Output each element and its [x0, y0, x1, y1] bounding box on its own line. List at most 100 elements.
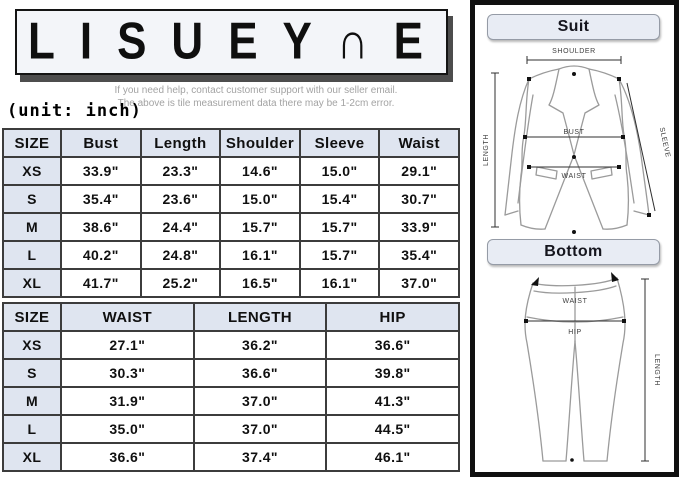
- brand-logo-box: LISUEY∩E: [15, 9, 448, 75]
- measurement-cell: 36.6": [60, 442, 195, 472]
- measurement-cell: 35.4": [60, 184, 142, 214]
- measurement-cell: 14.6": [219, 156, 301, 186]
- waist-arrow-left: [531, 277, 539, 286]
- column-header: Waist: [378, 128, 460, 158]
- help-text: If you need help, contact customer suppo…: [72, 84, 440, 110]
- sleeve-measure-line: [626, 82, 656, 212]
- measurement-cell: 33.9": [378, 212, 460, 242]
- measurement-diagram-panel: Suit SHOULDER: [470, 0, 679, 477]
- table-row: M 31.9" 37.0" 41.3": [2, 386, 460, 416]
- size-cell: L: [2, 240, 62, 270]
- measurement-cell: 30.3": [60, 358, 195, 388]
- measurement-cell: 37.0": [378, 268, 460, 298]
- pants-outline: [524, 277, 626, 462]
- measurement-cell: 23.3": [139, 156, 222, 186]
- measurement-cell: 16.1": [219, 240, 301, 270]
- measurement-cell: 41.3": [325, 386, 460, 416]
- help-line-1: If you need help, contact customer suppo…: [114, 85, 398, 96]
- suit-diagram-title: Suit: [487, 14, 660, 40]
- table-row: XS 33.9" 23.3" 14.6" 15.0" 29.1": [2, 156, 460, 186]
- table-row: XS 27.1" 36.2" 36.6": [2, 330, 460, 360]
- measurement-cell: 36.2": [192, 330, 328, 360]
- bust-marker-left: [523, 135, 527, 139]
- measurement-cell: 16.5": [219, 268, 301, 298]
- measurement-cell: 40.2": [60, 240, 142, 270]
- hem-marker-dot: [572, 230, 576, 234]
- suit-title-label: Suit: [557, 18, 590, 35]
- measurement-cell: 15.4": [298, 184, 381, 214]
- size-cell: S: [2, 184, 62, 214]
- cuff-marker: [647, 213, 651, 217]
- size-cell: XS: [2, 156, 62, 186]
- measurement-cell: 37.4": [192, 442, 328, 472]
- measurement-cell: 35.0": [60, 414, 195, 444]
- column-header: Sleeve: [298, 128, 381, 158]
- measurement-cell: 24.8": [139, 240, 222, 270]
- measurement-cell: 41.7": [60, 268, 142, 298]
- column-header: SIZE: [2, 128, 62, 158]
- measurement-cell: 23.6": [139, 184, 222, 214]
- bottom-hip-label: HIP: [568, 329, 581, 336]
- unit-label: (unit: inch): [7, 101, 142, 121]
- measurement-cell: 44.5": [325, 414, 460, 444]
- suit-waist-label: WAIST: [562, 173, 587, 180]
- hem-dot: [570, 458, 574, 462]
- column-header: Shoulder: [219, 128, 301, 158]
- brand-logo-text: LISUEY∩E: [27, 12, 449, 71]
- measurement-cell: 37.0": [192, 386, 328, 416]
- bottom-length-label: LENGTH: [653, 354, 660, 386]
- button-dot: [572, 155, 576, 159]
- pants-length-measure-line: [641, 278, 649, 462]
- bottom-diagram-title: Bottom: [487, 239, 660, 265]
- measurement-cell: 25.2": [139, 268, 222, 298]
- hip-marker-left: [524, 319, 528, 323]
- table-row: S 30.3" 36.6" 39.8": [2, 358, 460, 388]
- size-cell: M: [2, 212, 62, 242]
- table-row: L 40.2" 24.8" 16.1" 15.7" 35.4": [2, 240, 460, 270]
- waist-arrow-right: [611, 272, 619, 282]
- measurement-cell: 39.8": [325, 358, 460, 388]
- size-cell: XL: [2, 442, 62, 472]
- column-header: SIZE: [2, 302, 62, 332]
- header-row: SIZE WAIST LENGTH HIP: [2, 302, 460, 332]
- measurement-cell: 38.6": [60, 212, 142, 242]
- waist-marker-right: [617, 165, 621, 169]
- measurement-cell: 36.6": [192, 358, 328, 388]
- measurement-cell: 15.7": [219, 212, 301, 242]
- suit-bust-label: BUST: [563, 129, 584, 136]
- suit-size-table: SIZE Bust Length Shoulder Sleeve Waist XS 33.9"…: [2, 128, 460, 298]
- size-cell: XL: [2, 268, 62, 298]
- size-cell: S: [2, 358, 62, 388]
- size-cell: M: [2, 386, 62, 416]
- column-header: HIP: [325, 302, 460, 332]
- measurement-cell: 15.7": [298, 240, 381, 270]
- measurement-cell: 15.0": [219, 184, 301, 214]
- jacket-outline: [504, 65, 650, 230]
- suit-diagram: SHOULDER: [483, 48, 671, 234]
- bust-marker-right: [621, 135, 625, 139]
- measurement-cell: 31.9": [60, 386, 195, 416]
- measurement-cell: 15.0": [298, 156, 381, 186]
- table-row: XL 36.6" 37.4" 46.1": [2, 442, 460, 472]
- column-header: Length: [139, 128, 222, 158]
- measurement-cell: 29.1": [378, 156, 460, 186]
- left-shoulder-marker: [527, 77, 531, 81]
- measurement-cell: 36.6": [325, 330, 460, 360]
- waist-marker-left: [527, 165, 531, 169]
- table-row: L 35.0" 37.0" 44.5": [2, 414, 460, 444]
- shoulder-measure-line: [526, 56, 622, 64]
- hip-marker-right: [622, 319, 626, 323]
- collar-marker-dot: [572, 72, 576, 76]
- column-header: Bust: [60, 128, 142, 158]
- right-shoulder-marker: [617, 77, 621, 81]
- column-header: LENGTH: [192, 302, 328, 332]
- size-cell: XS: [2, 330, 62, 360]
- length-measure-line: [491, 72, 499, 228]
- suit-shoulder-label: SHOULDER: [552, 48, 596, 55]
- suit-length-label: LENGTH: [483, 134, 490, 166]
- bottom-diagram: WAIST HIP LENGTH: [524, 272, 660, 462]
- bottom-size-table: SIZE WAIST LENGTH HIP XS 27.1" 36.2" 36.6" S 30.3…: [2, 302, 460, 472]
- measurement-cell: 30.7": [378, 184, 460, 214]
- measurement-cell: 16.1": [298, 268, 381, 298]
- measurement-cell: 37.0": [192, 414, 328, 444]
